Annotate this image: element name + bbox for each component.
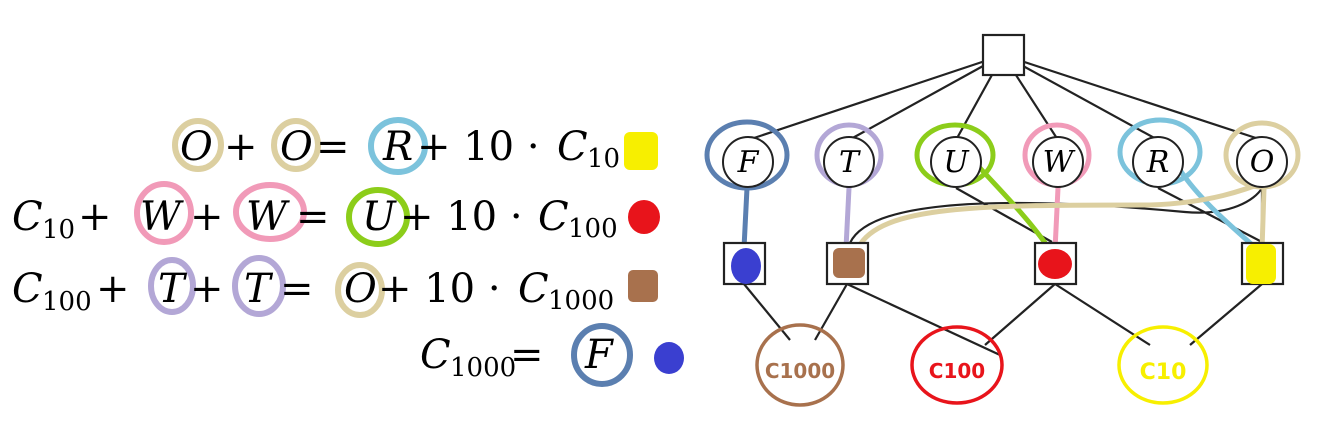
operator: = xyxy=(316,124,362,170)
constraint-graph: F T U W R xyxy=(704,33,1301,407)
operator: = xyxy=(280,266,326,312)
carry-subscript: 10 xyxy=(587,144,620,174)
annotation-line-t xyxy=(843,185,852,251)
carry-variable: C xyxy=(420,332,451,378)
carry-variable: C xyxy=(538,194,569,240)
svg-text:R: R xyxy=(1146,145,1170,180)
color-marker xyxy=(628,270,658,302)
highlight-circle-o xyxy=(271,118,321,172)
highlight-circle-t xyxy=(148,257,196,315)
carry-subscript: 1000 xyxy=(548,286,614,316)
svg-text:W: W xyxy=(1043,145,1076,180)
svg-text:C 100 +: C 100 + T + T = O + 10 · C xyxy=(12,266,549,320)
variable-node-o: O xyxy=(1223,120,1301,190)
svg-text:C100: C100 xyxy=(929,359,985,383)
svg-text:C1000: C1000 xyxy=(765,359,835,383)
operator: + 10 · xyxy=(400,194,535,240)
variable-node-r: R xyxy=(1117,117,1203,188)
highlight-circle-o xyxy=(335,262,385,318)
equation-thousands-column: C 1000 = F xyxy=(420,323,684,387)
operator: + xyxy=(190,194,236,240)
carry-variable: C xyxy=(12,194,43,240)
carry-variable: C xyxy=(557,124,588,170)
variable-o: O xyxy=(280,124,313,170)
annotation-line-o xyxy=(1259,185,1267,253)
highlight-circle-f xyxy=(571,323,633,387)
variable-w: W xyxy=(246,194,290,240)
color-marker xyxy=(628,200,660,234)
svg-text:O + O: O + O = R + 10 · C xyxy=(180,124,588,170)
equation-list: O + O = R + 10 · C 10 C 10 + W + xyxy=(12,117,684,387)
svg-text:T: T xyxy=(839,145,861,180)
carry-subscript: 10 xyxy=(42,215,75,245)
variable-node-w: W xyxy=(1022,122,1092,188)
constraint-box-thousands xyxy=(722,241,767,286)
equation-hundreds-column: C 100 + T + T = O + 10 · C 1000 xyxy=(12,255,658,320)
variable-o: O xyxy=(344,266,377,312)
svg-text:C 1000 =: C 1000 = F xyxy=(420,332,614,386)
operator: + xyxy=(78,194,124,240)
carry-variable: C xyxy=(518,266,549,312)
carry-nodes: C1000 C100 C10 xyxy=(755,323,1209,407)
color-marker xyxy=(624,132,658,170)
highlight-circle-u xyxy=(346,187,410,247)
variable-w: W xyxy=(140,194,184,240)
annotation-line-w xyxy=(1052,185,1061,253)
operator: = xyxy=(296,194,342,240)
svg-text:C10: C10 xyxy=(1140,360,1187,385)
highlight-circle-w xyxy=(134,181,194,245)
carry-node-c100: C100 xyxy=(910,325,1004,405)
variable-u: U xyxy=(362,194,397,240)
variable-t: T xyxy=(244,266,274,312)
carry-subscript: 1000 xyxy=(450,353,516,383)
carry-subscript: 100 xyxy=(42,287,92,317)
highlight-circle-r xyxy=(368,117,428,175)
variable-nodes: F T U W R xyxy=(704,117,1301,191)
variable-r: R xyxy=(382,124,413,170)
annotation-strokes xyxy=(741,165,1273,253)
operator: + xyxy=(96,266,142,312)
variable-f: F xyxy=(584,332,614,378)
variable-node-f: F xyxy=(704,119,790,191)
svg-text:U: U xyxy=(943,145,970,180)
operator: + 10 · xyxy=(378,266,513,312)
highlight-circle-t xyxy=(232,255,286,317)
annotation-line-f xyxy=(741,185,750,251)
equation-ones-column: O + O = R + 10 · C 10 xyxy=(172,117,658,175)
carry-node-c1000: C1000 xyxy=(755,323,845,407)
constraint-box-ones xyxy=(1240,241,1285,286)
color-marker xyxy=(654,342,684,374)
annotation-line-o xyxy=(855,177,1273,251)
variable-o: O xyxy=(180,124,213,170)
equation-tens-column: C 10 + W + W = U + 10 · C 100 xyxy=(12,181,660,248)
carry-subscript: 100 xyxy=(568,214,618,244)
variable-node-u: U xyxy=(914,122,996,188)
svg-text:F: F xyxy=(737,145,760,180)
carry-variable: C xyxy=(12,266,43,312)
operator: + 10 · xyxy=(417,124,552,170)
operator: = xyxy=(510,332,556,378)
column-constraint-boxes xyxy=(722,241,1285,286)
constraint-box-tens xyxy=(1033,241,1078,286)
variable-node-t: T xyxy=(814,122,884,188)
carry-node-c10: C10 xyxy=(1117,325,1209,405)
operator: + xyxy=(190,266,236,312)
variable-t: T xyxy=(158,266,188,312)
alldiff-constraint-box xyxy=(981,33,1026,77)
svg-text:C 10 +: C 10 + W + W = U + 10 · C xyxy=(12,194,569,248)
operator: + xyxy=(224,124,270,170)
constraint-box-hundreds xyxy=(825,241,870,286)
highlight-circle-w xyxy=(233,182,307,242)
highlight-circle-o xyxy=(172,118,224,172)
svg-text:O: O xyxy=(1250,145,1275,180)
